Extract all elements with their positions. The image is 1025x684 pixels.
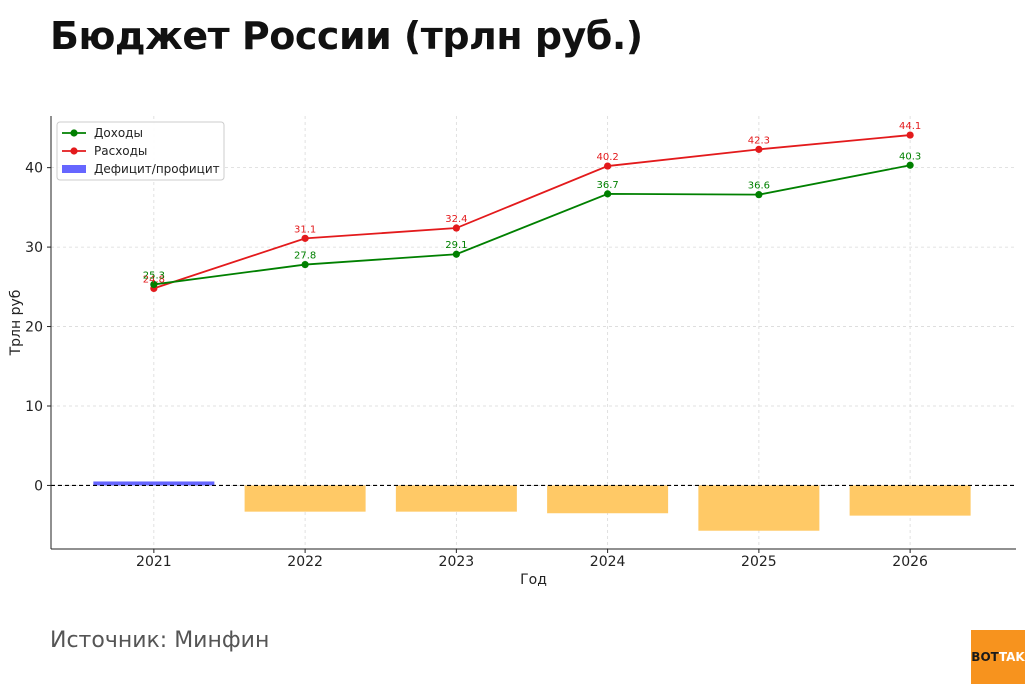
y-tick-label: 0 [34,478,43,494]
x-tick-label: 2026 [892,554,928,570]
income-data-label: 40.3 [899,151,921,162]
grid-lines [51,116,1016,549]
page-title: Бюджет России (трлн руб.) [50,14,643,58]
legend-box [56,121,225,181]
logo-text-part1: BOT [971,650,999,664]
income-data-label: 36.6 [748,181,770,192]
expenses-data-label: 24.8 [143,274,165,285]
expenses-data-label: 44.1 [899,121,921,132]
legend-label: Дефицит/профицит [94,162,220,176]
income-point [755,191,763,199]
expenses-point [755,145,763,153]
legend: Доходы Расходы Дефицит/профицит [56,121,225,181]
y-tick-label: 10 [25,399,43,415]
x-tick-label: 2022 [287,554,323,570]
balance-bar [849,485,971,516]
source-note: Источник: Минфин [50,628,270,653]
x-axis-label: Год [520,572,547,588]
expenses-data-label: 32.4 [445,214,467,225]
expenses-data-label: 31.1 [294,224,316,235]
expenses-point [906,131,914,139]
y-tick-label: 30 [25,240,43,256]
income-point [604,190,612,198]
logo-text-part2: TAK [998,650,1025,664]
expenses-point [452,224,460,232]
y-tick-label: 20 [25,320,43,336]
x-tick-label: 2023 [439,554,475,570]
legend-swatch [62,165,86,173]
balance-bar [244,485,366,512]
legend-label: Доходы [94,126,143,140]
income-data-label: 36.7 [596,180,618,191]
x-tick-label: 2024 [590,554,626,570]
income-data-label: 25.3 [143,270,165,281]
income-point [150,280,158,289]
expenses-data-label: 40.2 [596,152,618,163]
income-point [452,250,460,258]
expenses-point [301,234,309,242]
balance-bar [395,485,517,512]
legend-marker [70,147,78,155]
balance-bar [93,481,215,486]
legend-label: Расходы [94,144,147,158]
data-labels: 24.8 31.1 32.4 40.2 42.3 44.1 25.3 27.8 29.1 36.7… [143,121,922,285]
axes: 0 10 20 30 40 2021 2022 2023 2024 2025 2026 Год Трлн… [8,116,1016,588]
expenses-line [153,134,911,290]
brand-logo: BOT TAK [971,630,1025,684]
income-line [153,164,911,286]
expenses-data-label: 42.3 [748,135,770,146]
expenses-point [604,162,612,170]
x-tick-label: 2025 [741,554,777,570]
balance-bars [93,481,971,531]
legend-marker [70,129,78,137]
income-data-label: 29.1 [445,240,467,251]
balance-bar [698,485,820,531]
income-data-label: 27.8 [294,251,316,262]
income-point [301,260,309,269]
series-lines [150,131,914,293]
balance-bar [547,485,669,514]
y-axis-label: Трлн руб [8,290,24,357]
income-point [906,161,914,169]
y-tick-label: 40 [25,161,43,177]
x-tick-label: 2021 [136,554,172,570]
